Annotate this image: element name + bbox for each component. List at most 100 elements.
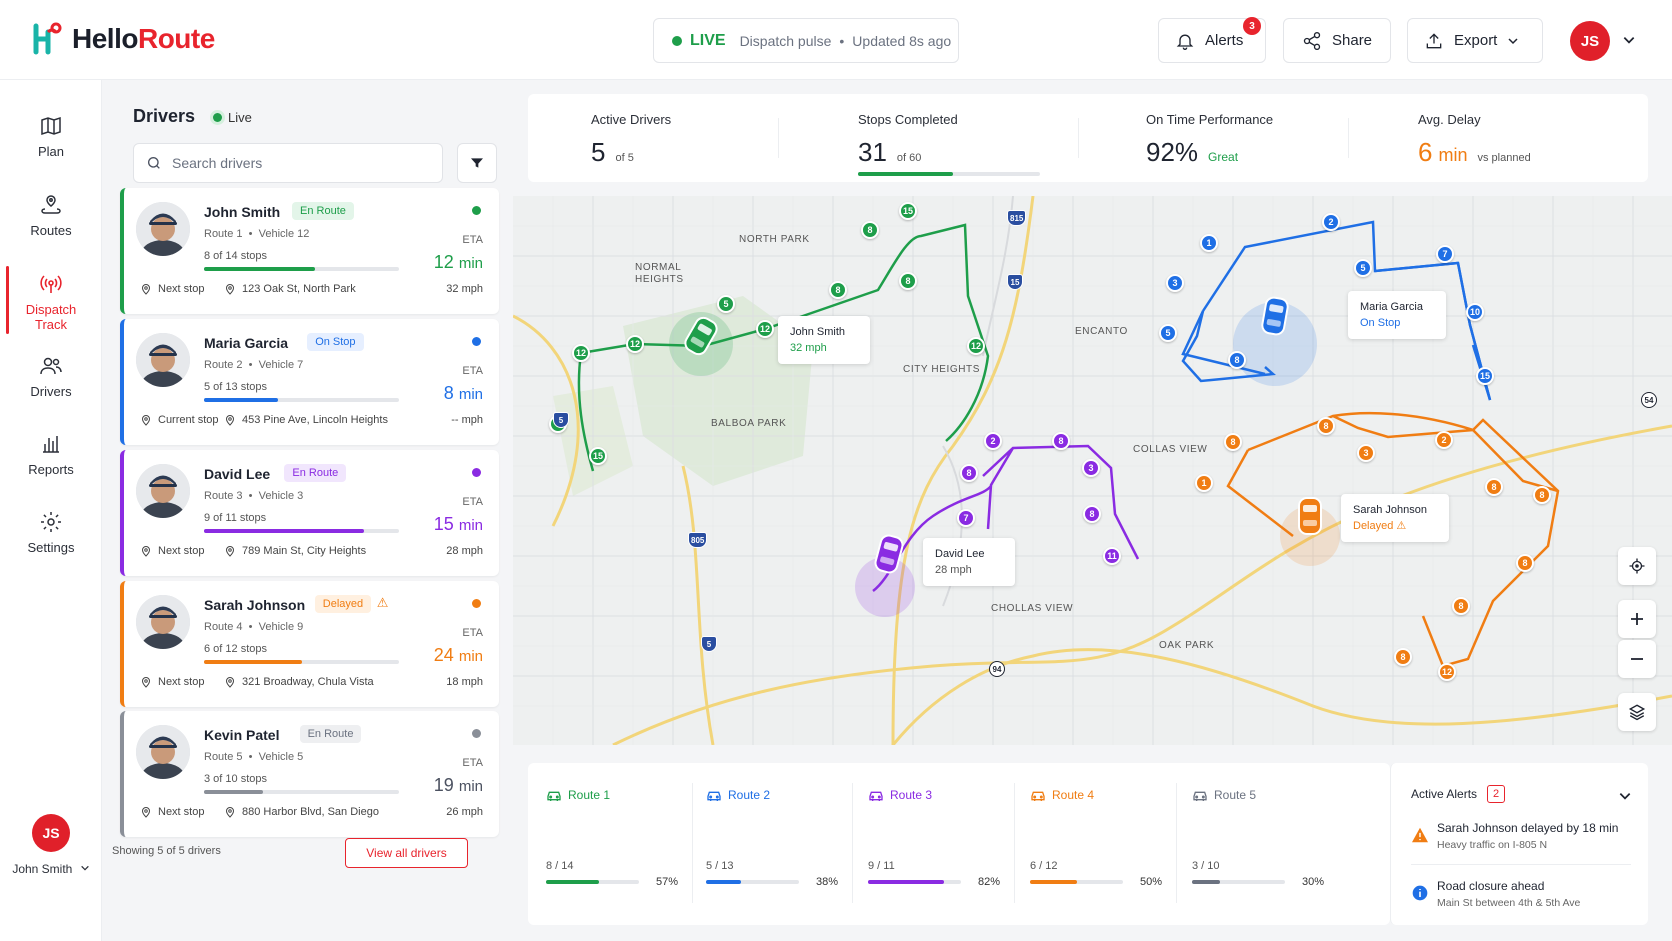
route2-stop-marker[interactable]: 8 bbox=[1228, 351, 1246, 369]
driver-card[interactable]: Kevin Patel En Route Route 5 • Vehicle 5… bbox=[120, 711, 499, 837]
nav-label-track: Track bbox=[34, 317, 68, 332]
route2-stop-marker[interactable]: 5 bbox=[1159, 324, 1177, 342]
route-summary-1[interactable]: Route 1 8 / 14 57% bbox=[546, 788, 696, 888]
route4-stop-marker[interactable]: 8 bbox=[1516, 554, 1534, 572]
search-box[interactable] bbox=[133, 143, 443, 183]
zoom-in-button[interactable] bbox=[1618, 600, 1656, 638]
filter-button[interactable] bbox=[457, 143, 497, 183]
route-percent: 30% bbox=[1302, 876, 1325, 888]
route2-stop-marker[interactable]: 2 bbox=[1322, 213, 1340, 231]
route2-stop-marker[interactable]: 7 bbox=[1436, 245, 1454, 263]
route2-stop-marker[interactable]: 15 bbox=[1476, 367, 1494, 385]
route1-stop-marker[interactable]: 8 bbox=[899, 272, 917, 290]
route1-stop-marker[interactable]: 12 bbox=[756, 320, 774, 338]
route4-stop-marker[interactable]: 8 bbox=[1533, 486, 1551, 504]
route4-stop-marker[interactable]: 8 bbox=[1485, 478, 1503, 496]
locate-button[interactable] bbox=[1618, 547, 1656, 585]
vehicle-marker-maria[interactable] bbox=[1259, 294, 1292, 338]
route3-stop-marker[interactable]: 8 bbox=[960, 464, 978, 482]
route3-stop-marker[interactable]: 8 bbox=[1052, 432, 1070, 450]
route3-stop-marker[interactable]: 11 bbox=[1103, 547, 1121, 565]
share-button[interactable]: Share bbox=[1283, 18, 1391, 63]
route4-stop-marker[interactable]: 8 bbox=[1452, 597, 1470, 615]
driver-popup-david[interactable]: David Lee 28 mph bbox=[923, 538, 1015, 586]
popup-name: David Lee bbox=[935, 548, 985, 560]
route1-stop-marker[interactable]: 8 bbox=[861, 221, 879, 239]
driver-popup-sarah[interactable]: Sarah Johnson Delayed ⚠ bbox=[1341, 494, 1449, 542]
nav-item-reports[interactable]: Reports bbox=[0, 432, 102, 477]
nav-item-settings[interactable]: Settings bbox=[0, 510, 102, 555]
popup-name: John Smith bbox=[790, 326, 846, 338]
route2-stop-marker[interactable]: 5 bbox=[1354, 259, 1372, 277]
route2-stop-marker[interactable]: 1 bbox=[1200, 234, 1218, 252]
user-profile[interactable]: JS John Smith bbox=[0, 814, 102, 876]
route4-stop-marker[interactable]: 8 bbox=[1224, 433, 1242, 451]
driver-popup-maria[interactable]: Maria Garcia On Stop bbox=[1348, 291, 1446, 339]
nav-item-plan[interactable]: Plan bbox=[0, 114, 102, 159]
eta-unit: min bbox=[458, 386, 483, 403]
user-avatar[interactable]: JS bbox=[1570, 21, 1610, 61]
route4-stop-marker[interactable]: 1 bbox=[1195, 474, 1213, 492]
route-name-text: Route 2 bbox=[728, 788, 771, 802]
drivers-panel: Drivers Live John Smith En Route Route 1… bbox=[103, 80, 509, 941]
route3-stop-marker[interactable]: 2 bbox=[984, 432, 1002, 450]
zoom-out-button[interactable] bbox=[1618, 640, 1656, 678]
driver-card[interactable]: Sarah Johnson Delayed Route 4 • Vehicle … bbox=[120, 581, 499, 707]
upload-icon bbox=[1426, 32, 1442, 48]
route-summary-2[interactable]: Route 2 5 / 13 38% bbox=[706, 788, 856, 888]
search-input[interactable] bbox=[172, 155, 422, 171]
vehicle-marker-john[interactable] bbox=[680, 312, 723, 360]
vehicle-marker-david[interactable] bbox=[871, 531, 906, 576]
divider bbox=[852, 783, 853, 903]
route4-stop-marker[interactable]: 8 bbox=[1394, 648, 1412, 666]
nav-item-routes[interactable]: Routes bbox=[0, 193, 102, 238]
route3-stop-marker[interactable]: 7 bbox=[957, 509, 975, 527]
export-button[interactable]: Export bbox=[1407, 18, 1543, 63]
user-menu-chevron-icon[interactable] bbox=[1622, 33, 1636, 47]
alerts-label: Alerts bbox=[1205, 32, 1244, 49]
route1-stop-marker[interactable]: 8 bbox=[829, 281, 847, 299]
separator-dot: • bbox=[839, 32, 845, 49]
route1-stop-marker[interactable]: 12 bbox=[967, 337, 985, 355]
route4-stop-marker[interactable]: 2 bbox=[1435, 431, 1453, 449]
route1-stop-marker[interactable]: 12 bbox=[572, 344, 590, 362]
logo[interactable]: HelloRoute bbox=[30, 22, 215, 56]
driver-popup-john[interactable]: John Smith 32 mph bbox=[778, 316, 870, 364]
stops-progress-fill bbox=[858, 172, 953, 176]
alerts-header[interactable]: Active Alerts 2 bbox=[1411, 785, 1506, 803]
route-progress-bar bbox=[1030, 880, 1123, 884]
driver-card[interactable]: Maria Garcia On Stop Route 2 • Vehicle 7… bbox=[120, 319, 499, 445]
driver-name: Kevin Patel bbox=[204, 727, 280, 743]
layers-button[interactable] bbox=[1618, 693, 1656, 731]
route-summary-3[interactable]: Route 3 9 / 11 82% bbox=[868, 788, 1018, 888]
route4-stop-marker[interactable]: 3 bbox=[1357, 444, 1375, 462]
driver-card[interactable]: David Lee En Route Route 3 • Vehicle 3 9… bbox=[120, 450, 499, 576]
nav-item-dispatch-track[interactable]: Dispatch Track bbox=[0, 266, 102, 334]
route1-stop-marker[interactable]: 5 bbox=[717, 295, 735, 313]
route1-stop-marker[interactable]: 15 bbox=[589, 447, 607, 465]
driver-card[interactable]: John Smith En Route Route 1 • Vehicle 12… bbox=[120, 188, 499, 314]
route4-stop-marker[interactable]: 8 bbox=[1317, 417, 1335, 435]
chevron-down-icon[interactable] bbox=[1618, 789, 1632, 803]
route-progress-fill bbox=[546, 880, 599, 884]
vehicle-marker-sarah[interactable] bbox=[1297, 496, 1323, 536]
route1-stop-marker[interactable]: 15 bbox=[899, 202, 917, 220]
driver-progress-fill bbox=[204, 267, 316, 271]
alerts-button[interactable]: Alerts 3 bbox=[1158, 17, 1266, 63]
route3-stop-marker[interactable]: 3 bbox=[1082, 459, 1100, 477]
map-view[interactable]: NORTH PARK NORMAL HEIGHTS ENCANTO CITY H… bbox=[513, 196, 1672, 745]
crosshair-icon bbox=[1629, 558, 1645, 574]
route-summary-4[interactable]: Route 4 6 / 12 50% bbox=[1030, 788, 1180, 888]
route2-stop-marker[interactable]: 10 bbox=[1466, 303, 1484, 321]
route-summary-5[interactable]: Route 5 3 / 10 30% bbox=[1192, 788, 1342, 888]
driver-eta: 12 min bbox=[434, 252, 483, 273]
route4-stop-marker[interactable]: 12 bbox=[1438, 663, 1456, 681]
stop-address-text: 453 Pine Ave, Lincoln Heights bbox=[242, 414, 388, 426]
route2-stop-marker[interactable]: 3 bbox=[1166, 274, 1184, 292]
warning-icon bbox=[1412, 827, 1428, 843]
location-pin-icon bbox=[225, 546, 235, 557]
route1-stop-marker[interactable]: 12 bbox=[626, 335, 644, 353]
route3-stop-marker[interactable]: 8 bbox=[1083, 505, 1101, 523]
nav-item-drivers[interactable]: Drivers bbox=[0, 354, 102, 399]
view-all-drivers-button[interactable]: View all drivers bbox=[345, 838, 468, 868]
